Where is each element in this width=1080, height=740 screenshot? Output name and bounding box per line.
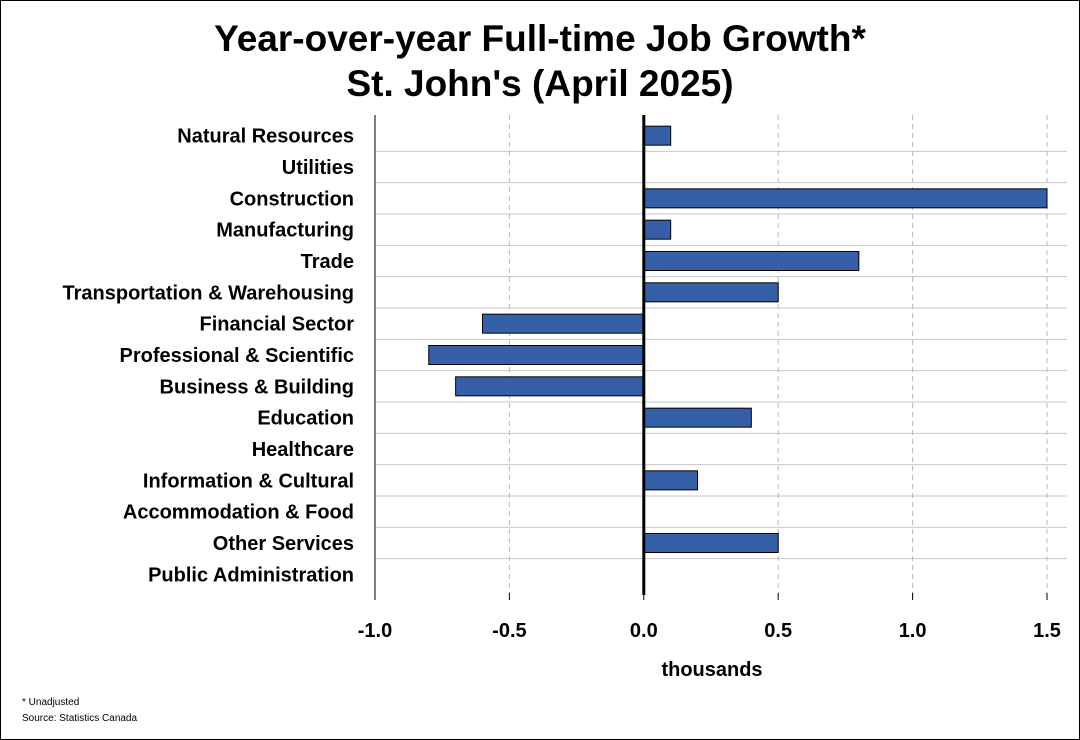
bar <box>643 282 779 303</box>
category-label: Manufacturing <box>216 220 354 242</box>
bar <box>643 251 860 271</box>
category-label: Other Services <box>213 533 354 555</box>
bar <box>643 533 779 553</box>
x-tick-label: -0.5 <box>492 620 526 642</box>
category-label: Transportation & Warehousing <box>63 282 355 304</box>
category-label: Information & Cultural <box>143 470 354 492</box>
category-label: Utilities <box>282 157 354 179</box>
bar <box>455 376 645 397</box>
bar <box>428 345 645 365</box>
bar <box>643 470 699 491</box>
x-tick-label: 1.5 <box>1033 620 1061 642</box>
footnote-unadjusted: * Unadjusted <box>22 697 80 708</box>
bar <box>643 188 1048 209</box>
chart-title: Year-over-year Full-time Job Growth* <box>214 18 866 59</box>
category-label: Natural Resources <box>177 126 354 148</box>
x-tick-label: 0.0 <box>630 620 658 642</box>
source-note: Source: Statistics Canada <box>22 713 138 724</box>
x-tick-label: 1.0 <box>899 620 927 642</box>
category-label: Trade <box>301 251 354 273</box>
x-tick-label: 0.5 <box>764 620 792 642</box>
bar <box>643 125 672 146</box>
category-label: Financial Sector <box>200 314 355 336</box>
category-label: Construction <box>230 188 354 210</box>
bar <box>482 313 645 334</box>
x-tick-label: -1.0 <box>358 620 392 642</box>
x-axis-label: thousands <box>661 659 762 681</box>
chart-subtitle: St. John's (April 2025) <box>346 63 734 104</box>
category-label: Accommodation & Food <box>123 502 354 524</box>
category-label: Education <box>257 408 354 430</box>
bar <box>643 219 672 240</box>
category-label: Public Administration <box>148 564 354 586</box>
category-label: Professional & Scientific <box>119 345 354 367</box>
category-label: Business & Building <box>160 376 354 398</box>
bar <box>643 407 752 428</box>
category-label: Healthcare <box>252 439 354 461</box>
